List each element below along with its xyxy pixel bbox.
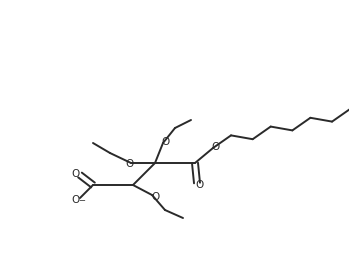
Text: O: O bbox=[125, 159, 133, 169]
Text: O: O bbox=[151, 192, 159, 202]
Text: −: − bbox=[79, 197, 86, 205]
Text: O: O bbox=[196, 180, 204, 190]
Text: O: O bbox=[72, 169, 80, 179]
Text: O: O bbox=[72, 195, 80, 205]
Text: O: O bbox=[212, 142, 220, 152]
Text: O: O bbox=[161, 137, 169, 147]
